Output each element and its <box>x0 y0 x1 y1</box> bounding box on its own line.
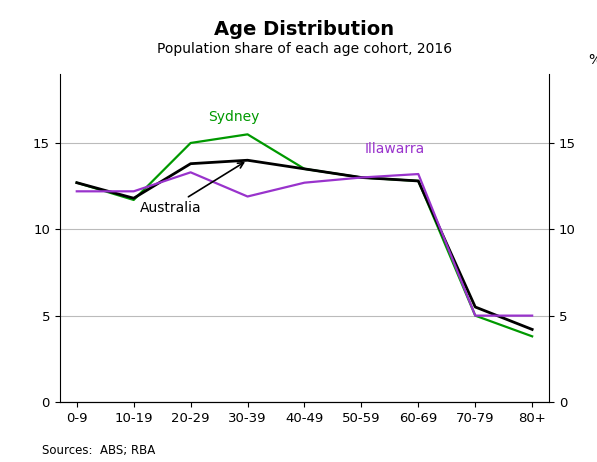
Text: Sydney: Sydney <box>208 109 259 123</box>
Text: %: % <box>589 53 597 67</box>
Text: Population share of each age cohort, 2016: Population share of each age cohort, 201… <box>157 42 452 56</box>
Title: Age Distribution: Age Distribution <box>214 20 395 39</box>
Text: Sources:  ABS; RBA: Sources: ABS; RBA <box>42 444 155 457</box>
Text: Australia: Australia <box>139 163 244 215</box>
Text: Illawarra: Illawarra <box>364 142 424 156</box>
